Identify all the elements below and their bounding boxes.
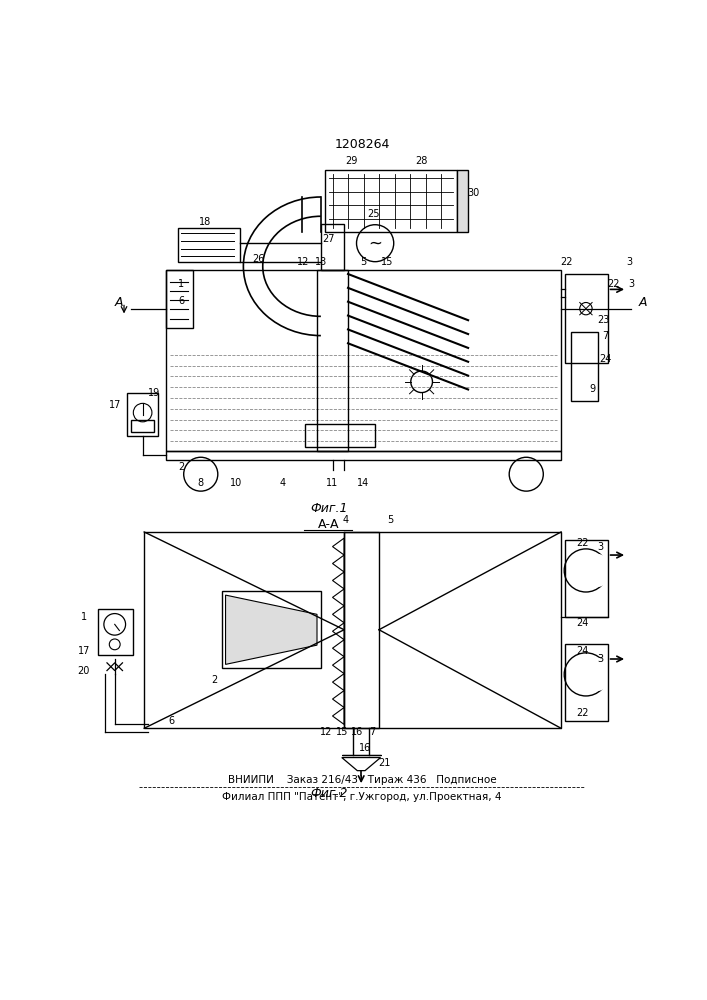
Bar bbox=[177, 228, 240, 262]
Bar bbox=[131, 420, 154, 432]
Bar bbox=[325, 170, 457, 232]
Text: 15: 15 bbox=[336, 727, 348, 737]
Text: ВНИИПИ    Заказ 216/43   Тираж 436   Подписное: ВНИИПИ Заказ 216/43 Тираж 436 Подписное bbox=[228, 775, 496, 785]
Bar bbox=[565, 644, 607, 721]
Text: 22: 22 bbox=[607, 279, 620, 289]
Polygon shape bbox=[332, 708, 344, 724]
Bar bbox=[457, 170, 468, 232]
Text: 1208264: 1208264 bbox=[334, 138, 390, 151]
Bar bbox=[565, 274, 607, 363]
Polygon shape bbox=[332, 589, 344, 606]
Bar bbox=[144, 532, 561, 728]
Polygon shape bbox=[332, 538, 344, 555]
Polygon shape bbox=[332, 640, 344, 657]
Polygon shape bbox=[332, 572, 344, 589]
Text: 26: 26 bbox=[252, 254, 265, 264]
Text: 23: 23 bbox=[597, 315, 610, 325]
Text: 16: 16 bbox=[351, 727, 363, 737]
Text: 18: 18 bbox=[199, 217, 211, 227]
Text: 22: 22 bbox=[577, 538, 589, 548]
Polygon shape bbox=[332, 623, 344, 640]
Text: 1: 1 bbox=[178, 279, 185, 289]
Circle shape bbox=[356, 225, 394, 262]
Bar bbox=[571, 332, 598, 401]
Text: 5: 5 bbox=[361, 257, 367, 267]
Bar bbox=[317, 270, 348, 451]
Text: А: А bbox=[638, 296, 647, 309]
Text: 4: 4 bbox=[279, 478, 285, 488]
Text: 21: 21 bbox=[378, 758, 390, 768]
Text: 12: 12 bbox=[297, 257, 309, 267]
Bar bbox=[344, 532, 379, 728]
Circle shape bbox=[578, 554, 612, 587]
Polygon shape bbox=[332, 691, 344, 708]
Polygon shape bbox=[332, 555, 344, 572]
Bar bbox=[305, 424, 375, 447]
Text: 7: 7 bbox=[602, 331, 609, 341]
Text: 4: 4 bbox=[343, 515, 349, 525]
Bar bbox=[127, 393, 158, 436]
Bar bbox=[166, 270, 193, 328]
Bar bbox=[166, 270, 561, 451]
Polygon shape bbox=[332, 606, 344, 623]
Text: 2: 2 bbox=[211, 675, 217, 685]
Text: 30: 30 bbox=[467, 188, 479, 198]
Text: 20: 20 bbox=[78, 666, 90, 676]
Text: 22: 22 bbox=[577, 708, 589, 718]
Polygon shape bbox=[341, 758, 380, 771]
Text: 14: 14 bbox=[357, 478, 370, 488]
Text: 17: 17 bbox=[78, 646, 90, 656]
Bar bbox=[98, 609, 132, 655]
Circle shape bbox=[578, 657, 612, 691]
Text: Фиг.1: Фиг.1 bbox=[310, 502, 347, 515]
Text: 22: 22 bbox=[561, 257, 573, 267]
Bar bbox=[321, 224, 344, 270]
Text: 10: 10 bbox=[230, 478, 242, 488]
Text: 24: 24 bbox=[599, 354, 612, 364]
Text: 15: 15 bbox=[380, 257, 393, 267]
Text: 3: 3 bbox=[597, 542, 603, 552]
Text: 1: 1 bbox=[81, 612, 87, 622]
Text: 8: 8 bbox=[198, 478, 204, 488]
Text: 16: 16 bbox=[359, 743, 371, 753]
Polygon shape bbox=[332, 657, 344, 674]
Bar bbox=[166, 451, 561, 460]
Bar bbox=[222, 591, 321, 668]
Text: 24: 24 bbox=[577, 618, 589, 628]
Text: 29: 29 bbox=[346, 156, 358, 166]
Text: 3: 3 bbox=[626, 257, 632, 267]
Text: Филиал ППП "Патент", г.Ужгород, ул.Проектная, 4: Филиал ППП "Патент", г.Ужгород, ул.Проек… bbox=[222, 792, 502, 802]
Text: 24: 24 bbox=[577, 646, 589, 656]
Text: 25: 25 bbox=[368, 209, 380, 219]
Polygon shape bbox=[332, 674, 344, 691]
Bar bbox=[565, 540, 607, 617]
Text: 5: 5 bbox=[387, 515, 394, 525]
Text: 6: 6 bbox=[168, 716, 175, 726]
Text: 19: 19 bbox=[148, 388, 160, 398]
Text: 17: 17 bbox=[110, 400, 122, 410]
Text: А-А: А-А bbox=[318, 518, 339, 531]
Text: 27: 27 bbox=[322, 234, 335, 244]
Polygon shape bbox=[226, 595, 317, 664]
Text: 28: 28 bbox=[416, 156, 428, 166]
Text: 2: 2 bbox=[178, 462, 185, 472]
Text: 6: 6 bbox=[178, 296, 185, 306]
Text: 3: 3 bbox=[628, 279, 634, 289]
Text: 7: 7 bbox=[370, 727, 376, 737]
Text: 12: 12 bbox=[320, 727, 332, 737]
Text: Фиг.2: Фиг.2 bbox=[310, 787, 347, 800]
Text: 13: 13 bbox=[315, 257, 327, 267]
Text: ~: ~ bbox=[368, 234, 382, 252]
Text: А: А bbox=[115, 296, 124, 309]
Text: 3: 3 bbox=[597, 654, 603, 664]
Text: 9: 9 bbox=[589, 384, 595, 394]
Text: 11: 11 bbox=[327, 478, 339, 488]
